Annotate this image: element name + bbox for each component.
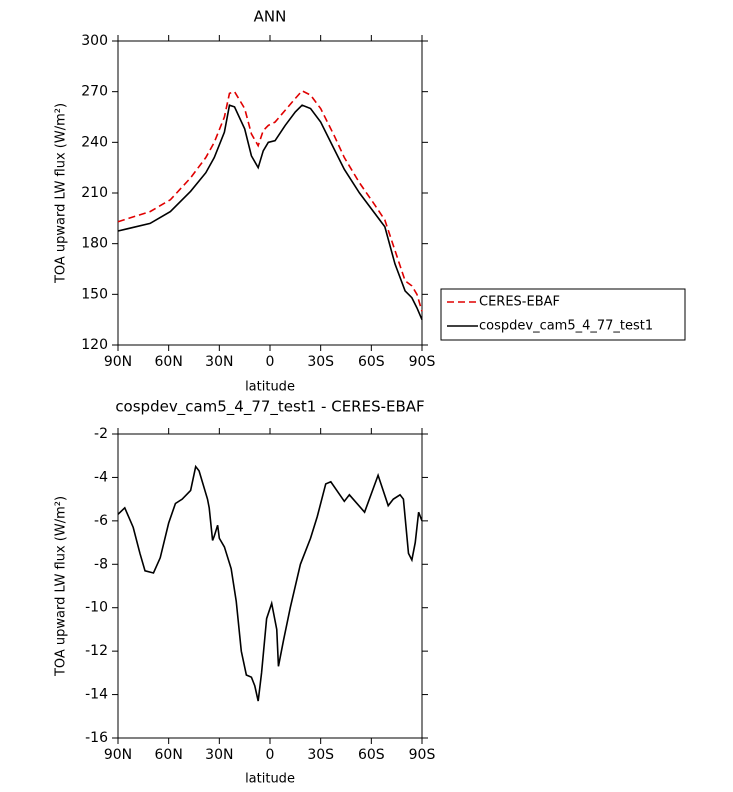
y-tick-label: -4 <box>94 469 108 485</box>
plot-frame <box>117 40 423 346</box>
x-tick-label: 60S <box>358 747 385 763</box>
x-axis-label: latitude <box>245 380 295 395</box>
y-tick-label: 150 <box>81 286 108 302</box>
x-tick-label: 90N <box>104 354 132 370</box>
x-tick-label: 30N <box>205 747 233 763</box>
y-tick-label: -16 <box>85 730 108 746</box>
y-tick-label: 270 <box>81 84 108 100</box>
x-tick-label: 30N <box>205 354 233 370</box>
x-tick-label: 30S <box>307 354 334 370</box>
y-tick-label: 120 <box>81 337 108 353</box>
x-tick-label: 90S <box>409 747 436 763</box>
y-axis-label: TOA upward LW flux (W/m²) <box>54 103 69 284</box>
x-tick-label: 0 <box>266 747 275 763</box>
series-line <box>117 89 423 312</box>
x-tick-label: 30S <box>307 747 334 763</box>
legend-box <box>440 288 686 341</box>
x-axis-label: latitude <box>245 772 295 787</box>
y-tick-label: 210 <box>81 185 108 201</box>
legend-label: cospdev_cam5_4_77_test1 <box>479 319 653 334</box>
series-line <box>117 464 423 702</box>
x-tick-label: 60N <box>155 354 183 370</box>
y-tick-label: 300 <box>81 33 108 49</box>
y-tick-label: -8 <box>94 556 108 572</box>
x-tick-label: 60S <box>358 354 385 370</box>
y-tick-label: -12 <box>85 643 108 659</box>
x-tick-label: 60N <box>155 747 183 763</box>
y-tick-label: 180 <box>81 236 108 252</box>
chart-title: cospdev_cam5_4_77_test1 - CERES-EBAF <box>115 398 424 417</box>
series-line <box>117 104 423 320</box>
y-tick-label: -2 <box>94 426 108 442</box>
x-tick-label: 90N <box>104 747 132 763</box>
chart-title: ANN <box>254 8 287 26</box>
y-tick-label: 240 <box>81 134 108 150</box>
x-tick-label: 0 <box>266 354 275 370</box>
legend-label: CERES-EBAF <box>479 295 560 310</box>
y-tick-label: -14 <box>85 687 108 703</box>
x-tick-label: 90S <box>409 354 436 370</box>
y-tick-label: -6 <box>94 513 108 529</box>
y-tick-label: -10 <box>85 600 108 616</box>
y-axis-label: TOA upward LW flux (W/m²) <box>54 496 69 677</box>
